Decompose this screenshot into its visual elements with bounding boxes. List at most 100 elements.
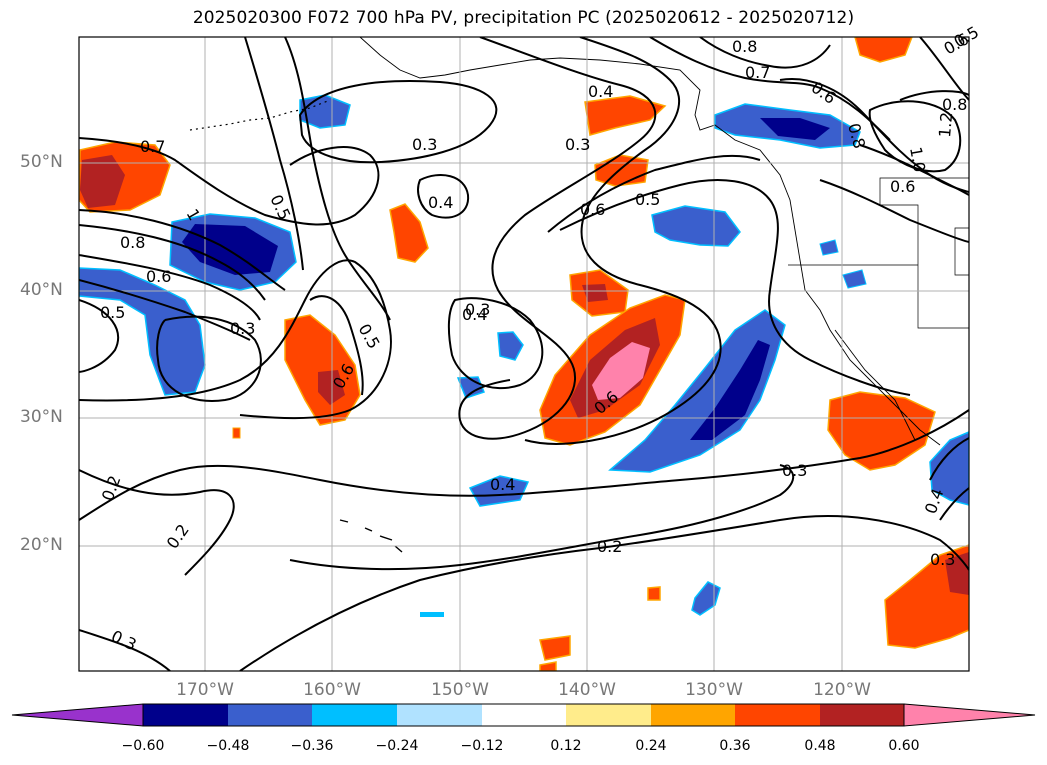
pv-contour: [79, 137, 380, 226]
contour-label: 0.2: [98, 473, 125, 503]
pv-contour: [649, 37, 891, 141]
precip-blob: [827, 391, 936, 471]
colorbar-tick: −0.24: [375, 738, 419, 754]
pv-contour: [929, 437, 969, 481]
precip-blob: [819, 239, 839, 256]
pv-contour: [79, 254, 261, 321]
contour-label: 0.3: [565, 135, 590, 154]
pv-contour: [458, 37, 657, 440]
contour-label: 0.3: [412, 135, 437, 154]
pv-contour: [939, 487, 969, 521]
pv-contour: [284, 37, 391, 321]
precip-blob: [582, 284, 608, 302]
precip-blob: [539, 635, 571, 661]
pv-contour: [899, 90, 969, 101]
pv-contour: [79, 299, 120, 373]
pv-contour: [447, 297, 544, 390]
pv-contour: [79, 629, 171, 671]
precip-blob: [651, 205, 741, 247]
precip-blob: [854, 37, 913, 63]
precip-blob: [80, 155, 125, 208]
lon-label-150w: 150°W: [431, 680, 489, 700]
pv-contour: [859, 144, 969, 196]
precip-blob: [760, 118, 830, 140]
contour-label: 0.7: [745, 63, 770, 82]
precip-blob: [232, 427, 241, 439]
coastlines: [189, 37, 969, 553]
hawaii-islands: [339, 519, 403, 553]
pv-contour: [524, 37, 722, 445]
colorbar-bin: [566, 704, 651, 726]
contour-label: 0.5: [635, 190, 660, 209]
contour-label: 0.3: [930, 550, 955, 569]
pv-contour: [289, 464, 795, 571]
colorbar-extend-high: [903, 703, 1036, 727]
precip-blob: [690, 340, 770, 440]
precip-blob: [929, 431, 969, 506]
baja-coast: [834, 329, 916, 441]
colorbar-tick: −0.36: [290, 738, 334, 754]
precip-blob: [594, 154, 649, 187]
precip-blob: [182, 224, 278, 275]
contour-label: 0.3: [230, 319, 255, 338]
contour-label: 0.3: [465, 300, 490, 319]
lat-label-40n: 40°N: [20, 280, 63, 300]
colorbar-bin: [228, 704, 312, 726]
precip-blob: [79, 267, 206, 396]
contour-label: 0.8: [942, 95, 967, 114]
pv-contour: [244, 37, 304, 271]
colorbar-tick: −0.12: [460, 738, 504, 754]
alaska-coast: [359, 37, 941, 446]
contour-label: 0.8: [732, 37, 757, 56]
colorbar-extend-low: [11, 703, 144, 727]
pv-contour: [298, 79, 498, 164]
pv-contour: [79, 279, 251, 341]
pv-contour: [309, 295, 364, 396]
contour-label: 0.8: [120, 233, 145, 252]
contour-label: 1.0: [906, 145, 929, 173]
lat-label-20n: 20°N: [20, 535, 63, 555]
lat-label-50n: 50°N: [20, 152, 63, 172]
precip-blob: [584, 95, 667, 136]
precip-blob: [647, 586, 661, 601]
lat-label-30n: 30°N: [20, 407, 63, 427]
lon-label-140w: 140°W: [558, 680, 616, 700]
contour-label: 0.4: [462, 305, 487, 324]
lon-label-170w: 170°W: [176, 680, 234, 700]
precip-blob: [389, 203, 429, 263]
precip-blob: [842, 269, 867, 289]
contour-label: 1.2: [935, 111, 956, 138]
pv-contour: [868, 100, 962, 173]
contour-label: 0.7: [140, 137, 165, 156]
lon-label-120w: 120°W: [813, 680, 871, 700]
colorbar-bin: [651, 704, 735, 726]
pv-contours: [79, 37, 969, 671]
colorbar-tick: 0.36: [719, 738, 751, 754]
map-frame: [78, 36, 970, 672]
pv-contour: [79, 409, 969, 521]
colorbar-tick: 0.60: [888, 738, 920, 754]
colorbar-tick: 0.12: [550, 738, 582, 754]
contour-label: 0.4: [428, 193, 453, 212]
pv-contour: [559, 179, 911, 396]
map-title: 2025020300 F072 700 hPa PV, precipitatio…: [192, 8, 855, 28]
lon-label-160w: 160°W: [303, 680, 361, 700]
colorbar-bin: [143, 704, 228, 726]
colorbar-bin: [397, 704, 482, 726]
colorbar-tick: 0.48: [804, 738, 836, 754]
colorbar-bin: [312, 704, 397, 726]
pv-contour: [819, 179, 969, 243]
contour-label: 0.4: [490, 475, 515, 494]
precip-blob: [691, 581, 721, 616]
colorbar-bin: [482, 704, 566, 726]
contour-label: 0.4: [588, 82, 613, 101]
contour-label: 0.6: [890, 177, 915, 196]
pv-contour: [79, 209, 286, 291]
contour-label: 0.5: [100, 303, 125, 322]
precip-blob: [420, 612, 444, 617]
precip-blob: [468, 475, 530, 507]
colorbar-tick: 0.24: [635, 738, 667, 754]
pv-contour: [239, 515, 969, 671]
precip-blob: [592, 342, 650, 400]
